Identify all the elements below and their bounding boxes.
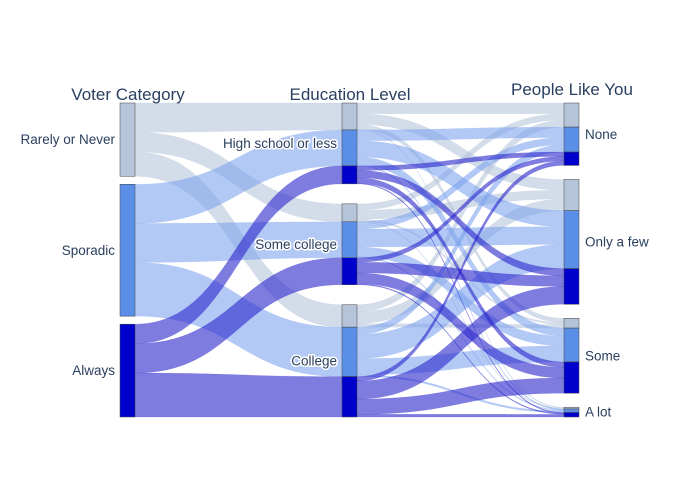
label-layer: Rarely or Never Sporadic Always High school… xyxy=(20,127,649,420)
node-some-college-segment-sporadic xyxy=(341,221,358,259)
node-a-lot-segment-sporadic xyxy=(563,408,580,413)
stage-titles: Voter Category Education Level People Li… xyxy=(71,80,633,104)
node-only-a-few-segment-sporadic xyxy=(563,210,580,269)
label-some: Some xyxy=(585,348,620,363)
node-some-college[interactable] xyxy=(341,203,358,285)
node-some-college-segment-rarely-or-never xyxy=(341,203,358,223)
node-college-segment-sporadic xyxy=(341,326,358,377)
node-only-a-few[interactable] xyxy=(563,179,580,305)
link-layer xyxy=(134,102,565,418)
node-college-segment-rarely-or-never xyxy=(341,304,358,328)
node-layer xyxy=(119,102,580,418)
node-always[interactable] xyxy=(119,323,136,418)
node-some-segment-always xyxy=(563,361,580,394)
stage-title-1: Voter Category xyxy=(71,85,185,104)
node-a-lot[interactable] xyxy=(563,406,580,418)
label-college: College xyxy=(291,353,337,368)
label-none: None xyxy=(585,127,617,142)
node-none-segment-sporadic xyxy=(563,126,580,153)
node-some-segment-sporadic xyxy=(563,327,580,363)
node-rarely-or-never[interactable] xyxy=(119,102,136,177)
link-sporadic-high-school-or-less-to-none[interactable] xyxy=(356,126,565,141)
link-always-to-college[interactable] xyxy=(134,372,343,418)
node-only-a-few-segment-always xyxy=(563,268,580,305)
label-a-lot: A lot xyxy=(585,405,612,420)
link-rarely-or-never-to-high-school-or-less[interactable] xyxy=(134,102,343,133)
node-none[interactable] xyxy=(563,102,580,166)
node-high-school-or-less-segment-sporadic xyxy=(341,129,358,167)
node-some-college-segment-always xyxy=(341,257,358,285)
node-none-segment-rarely-or-never xyxy=(563,102,580,128)
label-always: Always xyxy=(72,363,115,378)
stage-title-3: People Like You xyxy=(511,80,633,99)
node-college[interactable] xyxy=(341,304,358,418)
node-high-school-or-less[interactable] xyxy=(341,102,358,185)
node-sporadic[interactable] xyxy=(119,184,136,317)
link-always-college-to-a-lot[interactable] xyxy=(356,414,565,418)
node-some[interactable] xyxy=(563,318,580,394)
node-only-a-few-segment-rarely-or-never xyxy=(563,179,580,211)
node-college-segment-always xyxy=(341,376,358,418)
node-a-lot-segment-always xyxy=(563,412,580,418)
label-rarely-or-never: Rarely or Never xyxy=(20,132,115,147)
node-high-school-or-less-segment-rarely-or-never xyxy=(341,102,358,131)
stage-title-2: Education Level xyxy=(290,85,411,104)
label-some-college: Some college xyxy=(255,237,337,252)
node-high-school-or-less-segment-always xyxy=(341,165,358,185)
node-a-lot-segment-rarely-or-never xyxy=(563,406,580,410)
label-only-a-few: Only a few xyxy=(585,234,649,249)
link-rarely-or-never-high-school-or-less-to-none[interactable] xyxy=(356,102,565,115)
label-high-school-or-less: High school or less xyxy=(223,136,337,151)
node-none-segment-always xyxy=(563,151,580,166)
label-sporadic: Sporadic xyxy=(62,243,116,258)
node-some-segment-rarely-or-never xyxy=(563,318,580,329)
